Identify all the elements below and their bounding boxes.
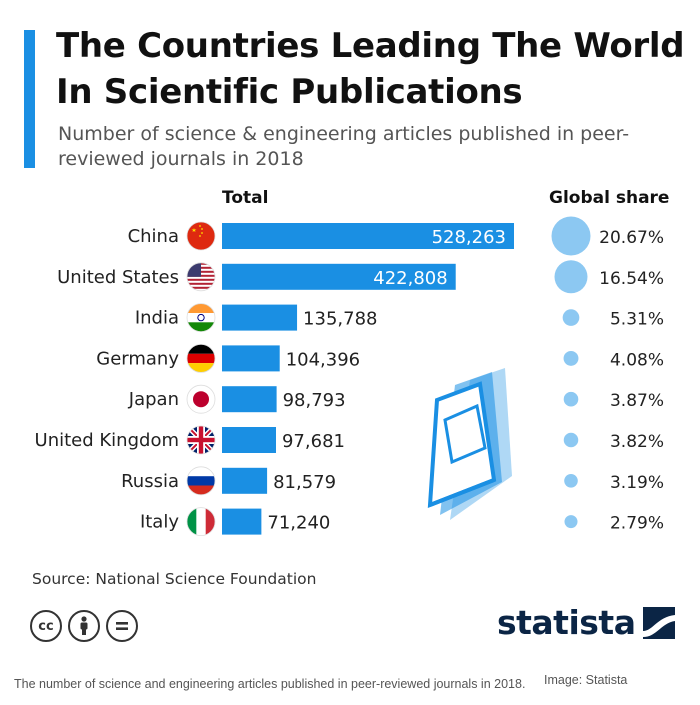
image-credit: Image: Statista	[544, 673, 628, 687]
share-bubble	[563, 391, 579, 407]
share-label: 3.82%	[610, 432, 664, 452]
category-label: United States	[57, 267, 179, 288]
share-bubble	[562, 309, 580, 326]
share-bubble	[563, 432, 579, 448]
bar	[222, 304, 298, 331]
bar	[222, 223, 514, 249]
value-label: 97,681	[282, 431, 345, 452]
italy-flag-icon	[186, 507, 216, 536]
japan-flag-icon	[186, 384, 216, 414]
share-label: 3.87%	[610, 391, 664, 411]
category-label: Italy	[140, 512, 179, 533]
infographic-card	[14, 12, 686, 665]
category-label: United Kingdom	[35, 430, 179, 451]
share-label: 20.67%	[599, 228, 664, 248]
share-label: 5.31%	[610, 310, 664, 330]
chart-row: China 528,263 20.67%	[128, 216, 664, 256]
chart-row: India 135,788 5.31%	[135, 303, 664, 333]
chart-row: United Kingdom 97,681 3.82%	[35, 425, 664, 455]
share-label: 16.54%	[599, 269, 664, 289]
uk-flag-icon	[186, 425, 216, 455]
nd-icon	[106, 610, 138, 642]
accent-bar	[24, 30, 35, 168]
value-label: 422,808	[373, 268, 447, 289]
russia-flag-icon	[186, 466, 216, 496]
china-flag-icon	[186, 221, 216, 251]
bar	[222, 467, 268, 494]
germany-flag-icon	[186, 343, 216, 373]
chart-row: Russia 81,579 3.19%	[121, 466, 664, 496]
chart-row: United States 422,808 16.54%	[57, 260, 664, 294]
source-note: Source: National Science Foundation	[32, 570, 317, 588]
share-label: 2.79%	[610, 514, 664, 534]
share-bubble	[563, 350, 579, 366]
value-label: 81,579	[273, 472, 336, 493]
share-bubble	[564, 515, 578, 529]
value-label: 71,240	[267, 513, 330, 534]
bar	[222, 263, 456, 290]
journals-illustration-icon	[427, 368, 512, 520]
category-label: India	[135, 308, 179, 329]
category-label: Russia	[121, 471, 179, 492]
chart-row: Italy 71,240 2.79%	[140, 507, 664, 536]
image-caption: The number of science and engineering ar…	[14, 677, 526, 691]
chart-title: The Countries Leading The World In Scien…	[56, 26, 685, 112]
usa-flag-icon	[186, 262, 216, 292]
chart-row: Japan 98,793 3.87%	[128, 384, 664, 414]
share-label: 4.08%	[610, 350, 664, 370]
share-bubble	[551, 216, 591, 256]
by-icon	[68, 610, 100, 642]
india-flag-icon	[186, 303, 216, 333]
value-label: 135,788	[303, 309, 377, 330]
license-icons: cc	[30, 610, 138, 642]
category-label: China	[128, 226, 179, 247]
share-bubble	[554, 260, 588, 294]
value-label: 528,263	[432, 227, 506, 248]
brand-name: statista	[497, 603, 636, 642]
total-column-header: Total	[222, 188, 269, 208]
bar	[222, 345, 280, 372]
chart-row: Germany 104,396 4.08%	[96, 343, 664, 373]
value-label: 98,793	[283, 390, 346, 411]
bar	[222, 386, 277, 413]
statista-logo: statista	[497, 603, 676, 642]
chart-subtitle: Number of science & engineering articles…	[58, 123, 630, 170]
category-label: Japan	[128, 389, 179, 410]
statista-logo-icon	[643, 606, 676, 639]
bar	[222, 508, 262, 535]
bar	[222, 427, 276, 453]
value-label: 104,396	[286, 349, 360, 370]
category-label: Germany	[96, 348, 179, 369]
global-share-column-header: Global share	[549, 188, 670, 208]
cc-icon: cc	[30, 610, 62, 642]
share-bubble	[564, 474, 578, 488]
share-label: 3.19%	[610, 473, 664, 493]
